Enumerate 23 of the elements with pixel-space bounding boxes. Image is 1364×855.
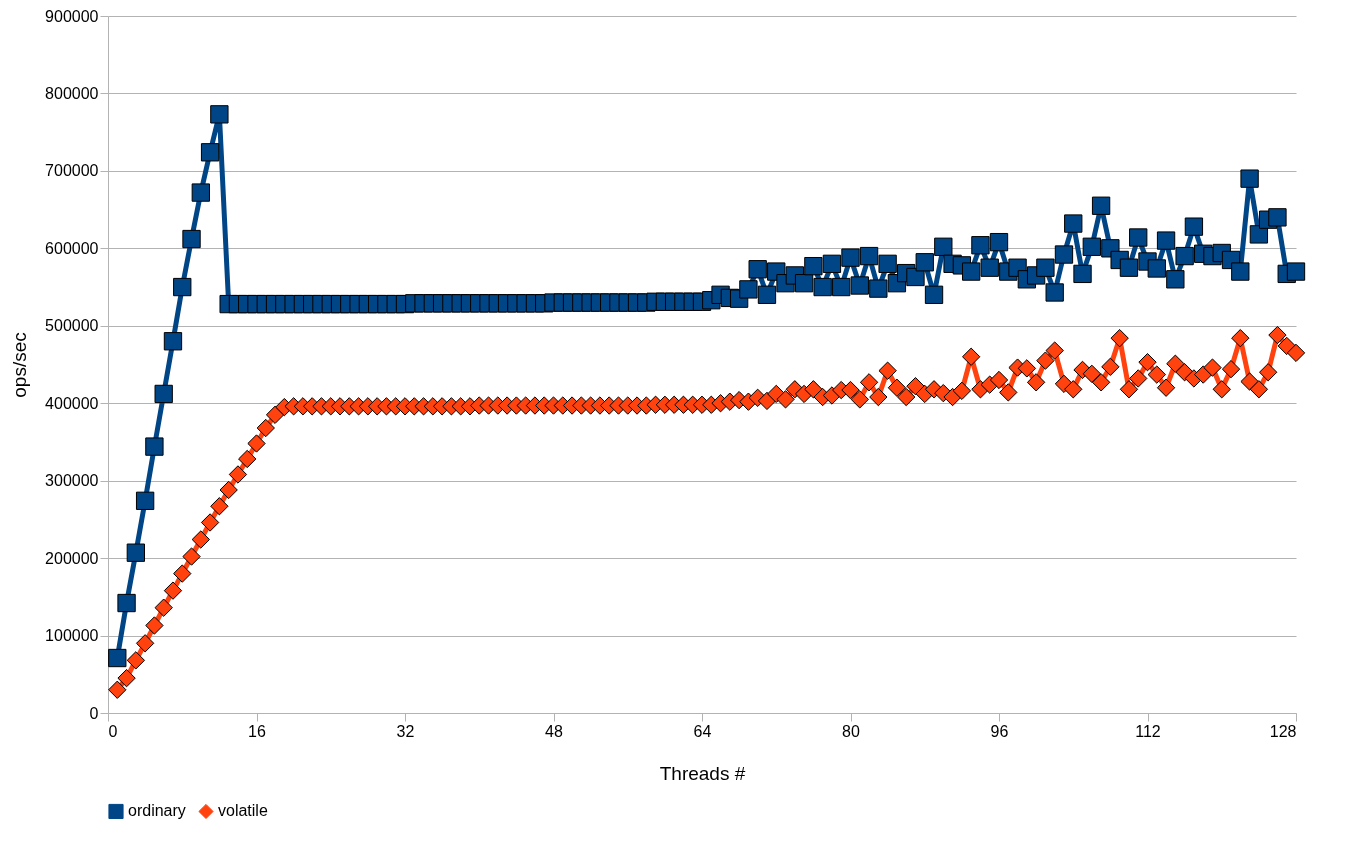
x-tick-label: 0 [108, 722, 118, 740]
y-tick-label: 200000 [45, 549, 99, 567]
y-tick-label: 400000 [45, 394, 99, 412]
y-tick-label: 500000 [45, 317, 99, 335]
x-tick-label: 32 [396, 722, 415, 740]
y-tick-label: 600000 [45, 239, 99, 257]
y-tick-label: 0 [89, 704, 99, 722]
x-tick-label: 80 [842, 722, 860, 740]
legend-label: ordinary [128, 802, 186, 820]
y-tick-label: 100000 [45, 627, 99, 645]
x-tick-label: 48 [545, 722, 563, 740]
y-tick-label: 300000 [45, 472, 99, 490]
y-tick-label: 800000 [45, 84, 99, 102]
x-tick-label: 16 [248, 722, 266, 740]
x-tick-label: 128 [1269, 722, 1297, 740]
y-axis-title: ops/sec [9, 332, 31, 398]
x-axis-title: Threads # [659, 762, 746, 784]
x-tick-label: 112 [1135, 722, 1161, 740]
legend-label: volatile [218, 802, 268, 820]
y-tick-label: 700000 [45, 162, 99, 180]
x-tick-label: 64 [693, 722, 712, 740]
x-tick-label: 96 [990, 722, 1009, 740]
y-tick-label: 900000 [45, 7, 99, 25]
